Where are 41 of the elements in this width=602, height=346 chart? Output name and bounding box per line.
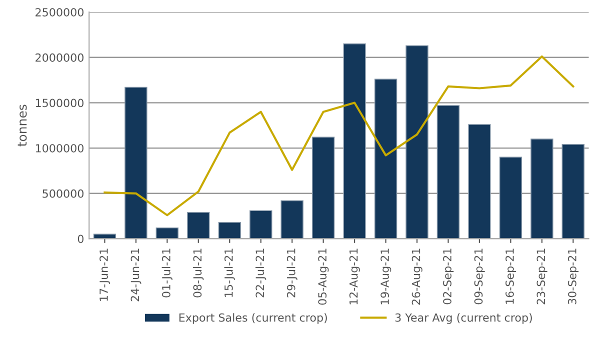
bar	[562, 144, 584, 239]
y-tick-label: 500000	[42, 189, 84, 198]
bar	[312, 136, 335, 239]
x-tick-label: 17-Jun-21	[100, 248, 110, 301]
bar	[406, 45, 428, 239]
bar	[436, 105, 460, 239]
bar	[499, 156, 522, 239]
x-tick-label: 26-Aug-21	[412, 248, 422, 305]
x-tick-label: 23-Sep-21	[536, 248, 548, 304]
x-tick-label: 22-Jul-21	[255, 248, 266, 298]
x-tick-label: 15-Jul-21	[224, 248, 235, 297]
bar	[187, 212, 210, 239]
line-series	[104, 55, 574, 216]
x-tick-label: 24-Jun-21	[130, 248, 142, 302]
x-tick-label: 16-Sep-21	[506, 248, 516, 304]
x-tick-label: 29-Jul-21	[286, 248, 298, 298]
x-tick-label: 08-Jul-21	[193, 248, 204, 298]
legend-label: Export Sales (current crop)	[179, 313, 327, 324]
y-tick-label: 2000000	[36, 53, 84, 62]
x-tick-label: 05-Aug-21	[318, 248, 329, 305]
bar	[374, 78, 398, 239]
x-tick-label: 09-Sep-21	[474, 248, 485, 304]
y-axis-title: tonnes	[18, 104, 27, 146]
bar	[124, 86, 148, 239]
y-tick-label: 1500000	[36, 98, 84, 108]
x-tick-label: 19-Aug-21	[380, 248, 392, 304]
bar	[250, 210, 272, 239]
bar	[156, 227, 179, 239]
bar	[218, 222, 241, 239]
x-tick-label: 01-Jul-21	[162, 248, 172, 298]
bar	[280, 200, 304, 239]
y-tick-label: 0	[78, 234, 84, 244]
x-tick-label: 02-Sep-21	[443, 248, 454, 304]
bar	[343, 43, 366, 239]
bar	[468, 124, 491, 239]
bar	[530, 138, 554, 239]
x-tick-label: 12-Aug-21	[349, 248, 360, 304]
y-tick-label: 2500000	[36, 8, 84, 16]
legend-label: 3 Year Avg (current crop)	[395, 313, 532, 324]
x-tick-label: 30-Sep-21	[568, 248, 579, 304]
y-tick-label: 1000000	[36, 144, 84, 152]
